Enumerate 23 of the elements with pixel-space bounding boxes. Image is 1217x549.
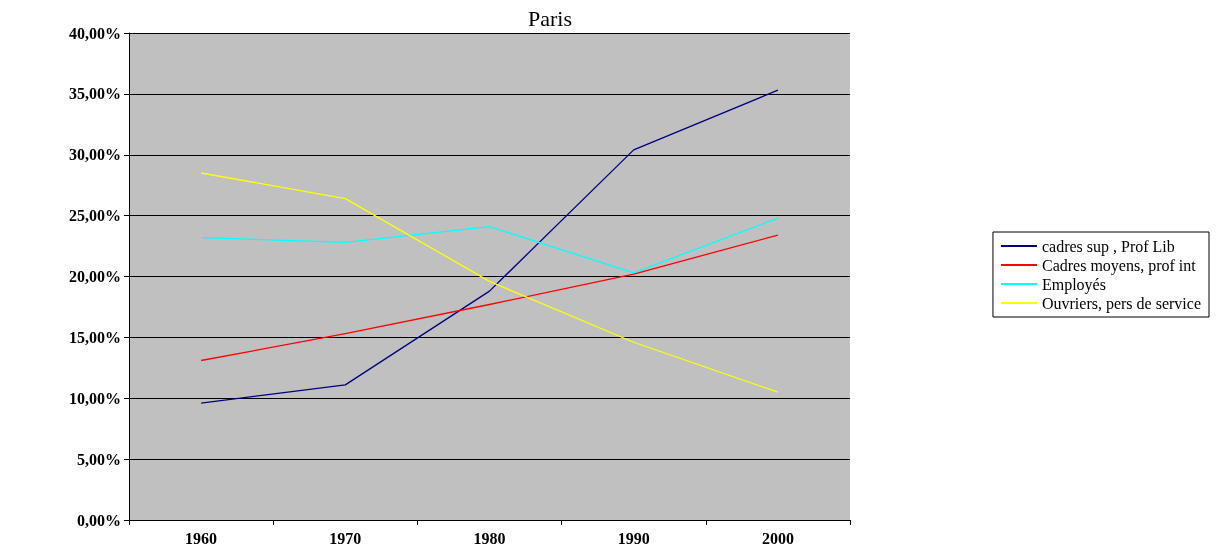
- legend-label: Cadres moyens, prof int: [1041, 256, 1197, 275]
- y-tick-label: 35,00%: [69, 85, 121, 103]
- x-tick-label: 1980: [473, 529, 506, 547]
- legend-label: cadres sup , Prof Lib: [1041, 237, 1175, 256]
- y-tick-label: 0,00%: [77, 511, 121, 529]
- line-series: [200, 234, 779, 362]
- y-tick-label: 5,00%: [77, 450, 121, 468]
- legend-label: Employés: [1041, 275, 1106, 294]
- line-series: [200, 172, 779, 393]
- x-tick-label: 1970: [329, 529, 362, 547]
- y-tick-label: 30,00%: [69, 146, 121, 164]
- chart-title: Paris: [528, 5, 572, 31]
- x-tick-label: 1990: [617, 529, 650, 547]
- legend-label: Ouvriers, pers de service: [1041, 294, 1201, 313]
- y-tick-label: 40,00%: [69, 24, 121, 42]
- x-tick-label: 2000: [761, 529, 794, 547]
- line-series: [200, 89, 779, 404]
- y-tick-label: 20,00%: [69, 268, 121, 285]
- y-tick-label: 10,00%: [69, 389, 121, 407]
- x-tick-label: 1960: [185, 529, 218, 547]
- y-tick-label: 25,00%: [69, 207, 121, 225]
- line-series: [200, 217, 779, 274]
- y-tick-label: 15,00%: [69, 328, 121, 346]
